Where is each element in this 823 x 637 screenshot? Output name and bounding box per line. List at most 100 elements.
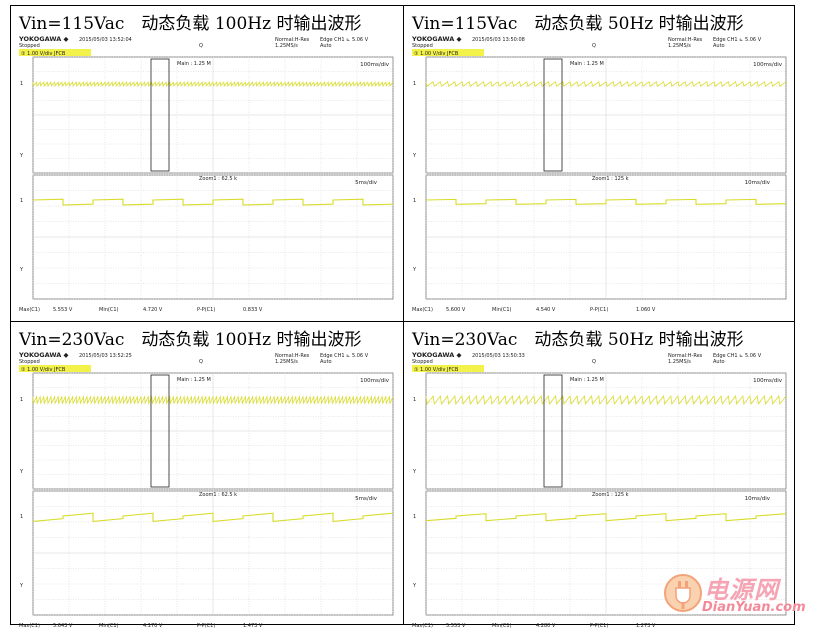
zoom-label: Zoom1 : 125 k [592, 176, 629, 182]
main-gnd-marker: Y [412, 153, 417, 159]
scope-q-marker: Q [592, 43, 596, 49]
dianyuan-watermark: 电源网 DianYuan.com [662, 564, 822, 626]
scope-trig-mode: Normal:H-Res [668, 353, 703, 359]
cell-title: Vin=230Vac 动态负载 50Hz 时输出波形 [412, 330, 744, 350]
main-trace [425, 395, 787, 405]
main-gnd-marker: Y [19, 469, 24, 475]
zoom-gnd-marker: Y [19, 583, 24, 589]
watermark-cn: 电源网 [704, 576, 779, 604]
measurement-value: 5.553 V [446, 623, 466, 629]
main-label: Main : 1.25 M [177, 61, 211, 67]
zoom-trace [32, 198, 394, 206]
main-ch-marker: 1 [413, 397, 416, 403]
cell-230v-100hz: Vin=230Vac 动态负载 100Hz 时输出波形 YOKOGAWA ◆ 20… [11, 322, 403, 637]
scope-auto: Auto [320, 43, 332, 49]
main-label: Main : 1.25 M [570, 61, 604, 67]
scope-trig-mode: Normal:H-Res [668, 37, 703, 43]
cell-title: Vin=115Vac 动态负载 100Hz 时输出波形 [19, 14, 362, 34]
measurement-value: 0.833 V [243, 307, 263, 313]
scope-date: 2015/05/03 13:52:04 [79, 37, 132, 43]
scope-state: Stopped [412, 359, 433, 365]
measurement-label: Max(C1) [19, 623, 40, 629]
scope-auto: Auto [320, 359, 332, 365]
scope-q-marker: Q [592, 359, 596, 365]
main-div: 100ms/div [360, 378, 390, 384]
measurement-label: Max(C1) [412, 307, 433, 313]
measurement-value: 1.473 V [243, 623, 263, 629]
grid [32, 490, 394, 616]
table-divider-vertical [403, 6, 404, 624]
measurement-value: 5.600 V [446, 307, 466, 313]
measurement-label: P-P(C1) [197, 623, 215, 629]
scope-brand: YOKOGAWA ◆ [411, 35, 462, 43]
cell-title: Vin=230Vac 动态负载 100Hz 时输出波形 [19, 330, 362, 350]
zoom-div: 5ms/div [355, 180, 378, 186]
channel-label: ① 1.00 V/div JFCB [414, 367, 459, 373]
zoom-ch-marker: 1 [20, 198, 23, 204]
zoom-trace [425, 513, 787, 522]
measurement-value: 4.280 V [536, 623, 556, 629]
main-div: 100ms/div [753, 62, 783, 68]
measurement-label: P-P(C1) [197, 307, 215, 313]
scope-state: Stopped [19, 43, 40, 49]
measurement-value: 4.540 V [536, 307, 556, 313]
zoom-gnd-marker: Y [19, 267, 24, 273]
zoom-label: Zoom1 : 125 k [592, 492, 629, 498]
zoom-ch-marker: 1 [413, 514, 416, 520]
zoom-div: 10ms/div [745, 180, 771, 186]
zoom-trace [32, 512, 394, 523]
zoom-gnd-marker: Y [412, 583, 417, 589]
measurement-value: 5.643 V [53, 623, 73, 629]
zoom-ch-marker: 1 [413, 198, 416, 204]
scope-auto: Auto [713, 43, 725, 49]
grid [425, 174, 787, 300]
zoom-box [150, 58, 170, 172]
grid [32, 174, 394, 300]
zoom-trace [425, 198, 787, 205]
scope-edge: Edge CH1 ⊾ 5.06 V [713, 37, 762, 43]
grid [32, 56, 394, 174]
measurement-value: 4.170 V [143, 623, 163, 629]
main-label: Main : 1.25 M [570, 377, 604, 383]
measurement-value: 4.720 V [143, 307, 163, 313]
cell-115v-50hz: Vin=115Vac 动态负载 50Hz 时输出波形 YOKOGAWA ◆ 201… [404, 6, 796, 321]
scope-brand: YOKOGAWA ◆ [411, 351, 462, 359]
scope-edge: Edge CH1 ⊾ 5.06 V [713, 353, 762, 359]
measurement-value: 1.273 V [636, 623, 656, 629]
zoom-box [543, 58, 563, 172]
main-ch-marker: 1 [20, 81, 23, 87]
zoom-box [150, 374, 170, 488]
zoom-gnd-marker: Y [412, 267, 417, 273]
scope-edge: Edge CH1 ⊾ 5.06 V [320, 353, 369, 359]
zoom-div: 5ms/div [355, 496, 378, 502]
main-label: Main : 1.25 M [177, 377, 211, 383]
scope-brand: YOKOGAWA ◆ [18, 35, 69, 43]
measurement-label: Min(C1) [492, 307, 511, 313]
main-div: 100ms/div [753, 378, 783, 384]
main-gnd-marker: Y [412, 469, 417, 475]
channel-label: ① 1.00 V/div JFCB [414, 51, 459, 57]
channel-label-bar [19, 49, 91, 56]
zoom-div: 10ms/div [745, 496, 771, 502]
scope-trig-mode: Normal:H-Res [275, 353, 310, 359]
main-trace [425, 81, 787, 87]
table-divider-horizontal [11, 321, 794, 322]
channel-label-bar [19, 365, 91, 372]
scope-edge: Edge CH1 ⊾ 5.06 V [320, 37, 369, 43]
scope-date: 2015/05/03 13:50:08 [472, 37, 525, 43]
main-trace [32, 81, 394, 87]
scope-rate: 1.25MS/s [275, 43, 298, 49]
zoom-ch-marker: 1 [20, 514, 23, 520]
channel-label-bar [412, 365, 484, 372]
scope-q-marker: Q [199, 359, 203, 365]
grid [425, 56, 787, 174]
cell-230v-50hz: Vin=230Vac 动态负载 50Hz 时输出波形 YOKOGAWA ◆ 201… [404, 322, 796, 637]
grid [425, 372, 787, 490]
cell-title: Vin=115Vac 动态负载 50Hz 时输出波形 [412, 14, 744, 34]
scope-screenshot: YOKOGAWA ◆ 2015/05/03 13:52:04 Stopped Q Nor… [18, 35, 394, 313]
channel-label: ① 1.00 V/div JFCB [21, 51, 66, 57]
zoom-label: Zoom1 : 62.5 k [199, 176, 237, 182]
main-ch-marker: 1 [413, 81, 416, 87]
measurement-label: Max(C1) [19, 307, 40, 313]
measurement-label: Min(C1) [99, 307, 118, 313]
